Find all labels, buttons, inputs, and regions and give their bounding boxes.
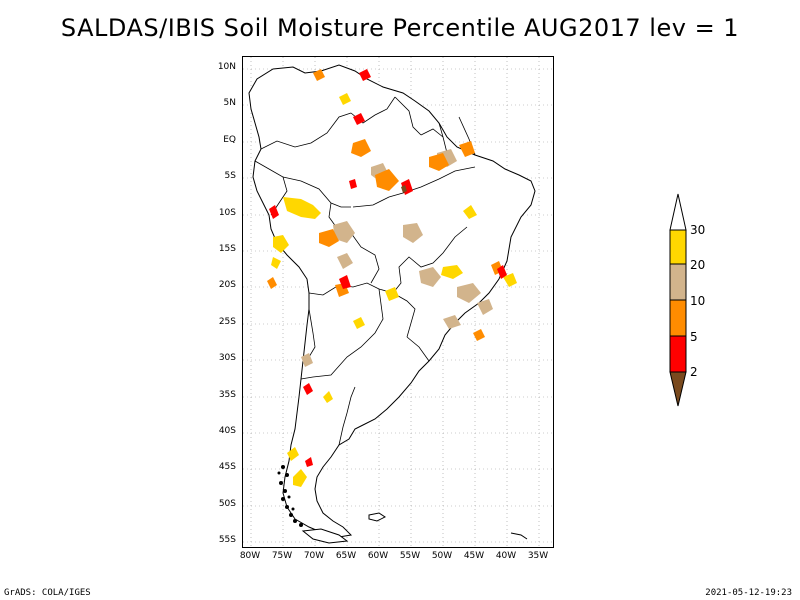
colorbar-label: 20 [690, 258, 706, 272]
colorbar-label: 10 [690, 294, 706, 308]
lat-tick-label: EQ [223, 135, 236, 145]
colorbar-swatch-2-5 [669, 335, 687, 373]
lat-tick-label: 10S [218, 208, 236, 218]
colorbar-bottom-arrow [669, 371, 687, 407]
colorbar-swatch-5-10 [669, 299, 687, 337]
lon-tick-label: 55W [399, 551, 421, 561]
continent-outline [248, 64, 536, 538]
lat-tick-label: 55S [218, 535, 236, 545]
colorbar-label: 2 [690, 365, 698, 379]
footer-timestamp: 2021-05-12-19:23 [705, 588, 792, 598]
lat-tick-label: 35S [218, 390, 236, 400]
lat-tick-label: 40S [218, 426, 236, 436]
southern-archipelago [277, 465, 303, 527]
colorbar-label: 5 [690, 330, 698, 344]
lon-tick-label: 45W [463, 551, 485, 561]
colorbar-swatch-10-20 [669, 263, 687, 301]
falkland-islands [368, 512, 386, 522]
map-plot-area [242, 56, 554, 548]
lon-tick-label: 60W [367, 551, 389, 561]
lon-tick-label: 75W [271, 551, 293, 561]
lat-tick-label: 20S [218, 280, 236, 290]
colorbar-label: 30 [690, 223, 706, 237]
south-america-map [243, 57, 553, 547]
footer-credit: GrADS: COLA/IGES [4, 588, 91, 598]
lat-tick-label: 5N [223, 98, 236, 108]
country-borders [254, 96, 476, 446]
tierra-del-fuego [301, 528, 349, 544]
lon-tick-label: 40W [495, 551, 517, 561]
lat-tick-label: 30S [218, 353, 236, 363]
colorbar [669, 193, 687, 407]
lat-tick-label: 5S [224, 171, 236, 181]
lagoon-islands [510, 532, 528, 540]
colorbar-swatch-20-30 [669, 229, 687, 265]
lat-tick-label: 45S [218, 462, 236, 472]
lat-tick-label: 50S [218, 499, 236, 509]
percentile-patches [267, 69, 517, 487]
lat-tick-label: 10N [217, 62, 236, 72]
colorbar-top-arrow [669, 193, 687, 231]
lon-tick-label: 50W [431, 551, 453, 561]
lon-tick-label: 80W [239, 551, 261, 561]
lon-tick-label: 70W [303, 551, 325, 561]
lon-tick-label: 35W [527, 551, 549, 561]
map-title: SALDAS/IBIS Soil Moisture Percentile AUG… [60, 14, 740, 42]
lat-tick-label: 25S [218, 317, 236, 327]
lon-tick-label: 65W [335, 551, 357, 561]
lat-tick-label: 15S [218, 244, 236, 254]
